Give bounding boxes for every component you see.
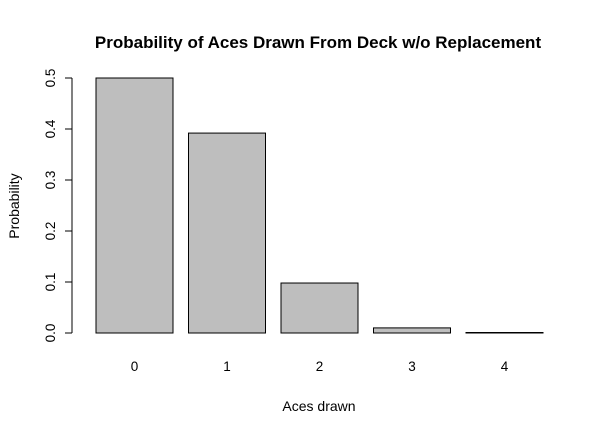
x-tick-labels: 0 1 2 3 4: [131, 359, 509, 374]
x-tick-label-0: 0: [131, 359, 139, 374]
y-tick-label-0.2: 0.2: [43, 222, 58, 241]
x-tick-label-4: 4: [501, 359, 509, 374]
y-axis-label: Probability: [6, 173, 22, 238]
bar-3: [373, 327, 451, 334]
chart-title: Probability of Aces Drawn From Deck w/o …: [95, 33, 542, 52]
bar-1: [188, 132, 266, 334]
y-tick-label-0.5: 0.5: [43, 69, 58, 88]
x-axis-label: Aces drawn: [282, 398, 355, 414]
y-tick-label-0.0: 0.0: [43, 324, 58, 343]
x-tick-label-2: 2: [316, 359, 324, 374]
y-tick-label-0.3: 0.3: [43, 171, 58, 190]
x-tick-label-1: 1: [223, 359, 231, 374]
bars-group: [95, 77, 544, 334]
y-tick-label-0.4: 0.4: [43, 119, 58, 138]
y-axis: 0.0 0.1 0.2 0.3 0.4 0.5: [43, 69, 73, 343]
bar-0: [95, 77, 174, 334]
y-tick-label-0.1: 0.1: [43, 273, 58, 292]
bar-2: [280, 282, 359, 334]
x-tick-label-3: 3: [408, 359, 416, 374]
bar-4: [465, 332, 544, 334]
